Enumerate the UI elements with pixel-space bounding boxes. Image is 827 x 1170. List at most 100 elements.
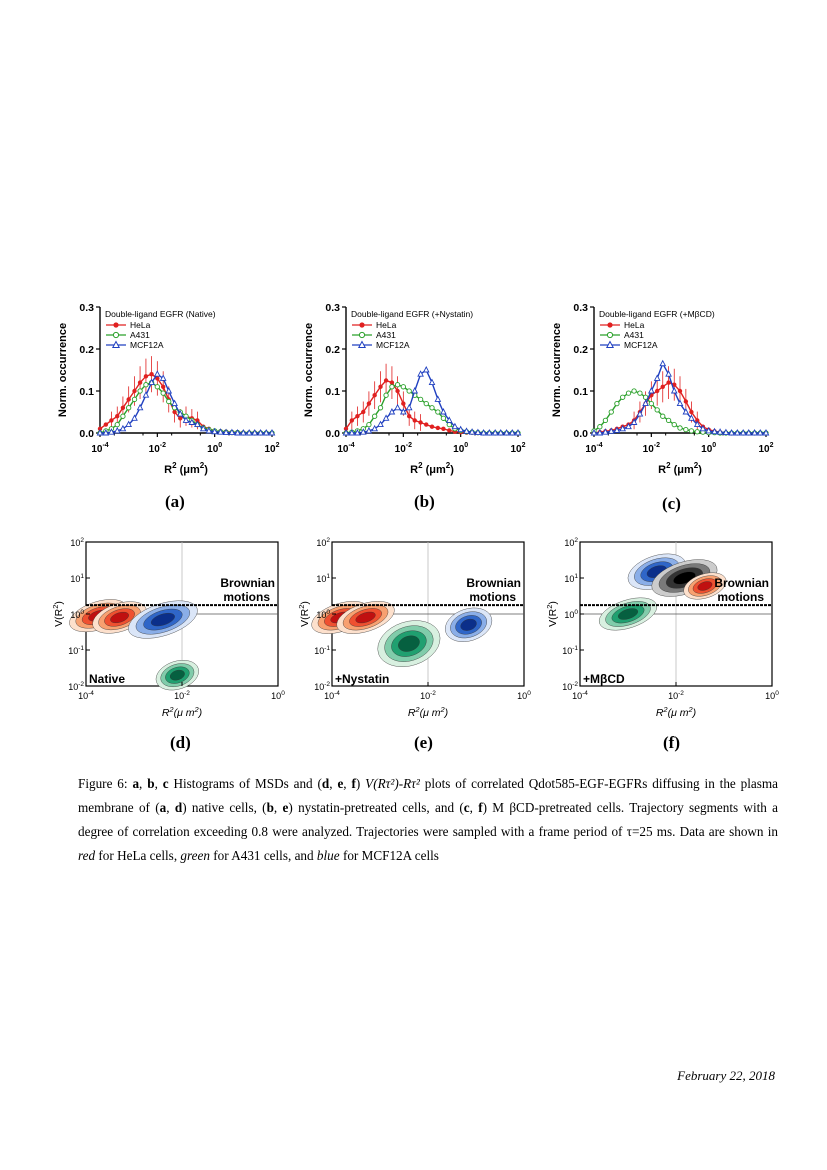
caption-ref-b: b [147, 776, 155, 791]
data-point-a431 [602, 417, 609, 424]
panel-label-a: (a) [165, 492, 185, 511]
data-point-hela [666, 380, 671, 385]
data-point-mcf12a [440, 408, 447, 415]
data-point-mcf12a [176, 410, 184, 417]
y-tick-label: 100 [70, 609, 84, 620]
data-point-hela [683, 399, 689, 404]
data-point-mcf12a [705, 426, 713, 434]
caption-text: ) native cells, ( [182, 800, 267, 815]
data-point-mcf12a [756, 429, 764, 436]
caption-ref-f: f [478, 800, 483, 815]
data-point-hela [103, 422, 109, 427]
data-point-mcf12a [377, 420, 384, 428]
data-point-hela [689, 409, 694, 415]
data-point-mcf12a [113, 426, 121, 434]
data-point-a431 [660, 413, 666, 419]
condition-label: Native [89, 672, 125, 686]
data-point-a431 [631, 388, 637, 394]
data-point-hela [383, 378, 389, 383]
y-tick-label: 0.2 [79, 344, 94, 356]
contour-cluster-blue [128, 600, 198, 639]
contour-level [460, 618, 477, 631]
panel-label-b: (b) [414, 492, 435, 511]
data-point-mcf12a [457, 425, 465, 433]
data-point-mcf12a [171, 399, 178, 407]
figure-label: Figure 6: [78, 776, 128, 791]
data-point-mcf12a [354, 429, 361, 436]
legend-marker [358, 331, 366, 339]
data-point-mcf12a [659, 359, 667, 367]
data-point-a431 [608, 409, 614, 415]
data-point-mcf12a [722, 428, 730, 436]
data-point-a431 [120, 413, 126, 419]
data-point-a431 [154, 384, 160, 390]
histogram-a: 0.0 0.1 0.2 0.3 10-4 10-2 100 102 Norm. occurren… [57, 302, 280, 476]
data-point-hela [143, 374, 149, 379]
caption-ref-a: a [159, 800, 167, 815]
y-tick-label: 101 [316, 573, 330, 584]
contour-level [169, 669, 185, 681]
caption-green: green [180, 848, 210, 863]
data-point-mcf12a [468, 428, 476, 435]
data-point-mcf12a [365, 426, 373, 434]
data-point-mcf12a [417, 370, 424, 377]
caption-ref-c: c [162, 776, 169, 791]
y-tick-label: 102 [564, 537, 578, 548]
data-point-mcf12a [445, 416, 453, 423]
y-tick-label: 0.3 [573, 302, 588, 314]
data-point-hela [126, 397, 131, 402]
data-point-a431 [694, 429, 700, 435]
data-point-mcf12a [388, 408, 396, 415]
histogram-c: 0.0 0.1 0.2 0.3 10-4 10-2 100 102 Norm. occurren… [551, 302, 774, 476]
data-point-mcf12a [739, 429, 747, 436]
x-axis-label: R2(μ m2) [408, 705, 448, 719]
data-point-mcf12a [268, 429, 276, 436]
brownian-label: Brownian [220, 576, 275, 590]
legend-marker [113, 322, 119, 328]
data-point-mcf12a [607, 427, 615, 434]
data-point-mcf12a [474, 428, 482, 436]
data-point-a431 [389, 384, 395, 390]
data-point-a431 [654, 407, 660, 413]
data-point-hela [109, 418, 114, 423]
x-tick-label: 100 [765, 690, 779, 701]
legend-marker [605, 340, 615, 348]
histogram-b: 0.0 0.1 0.2 0.3 10-4 10-2 100 102 Norm. occurren… [303, 302, 526, 476]
data-point-a431 [429, 405, 435, 411]
data-point-mcf12a [762, 429, 770, 436]
data-point-hela [406, 414, 412, 419]
caption-red: red [78, 848, 96, 863]
caption-sep: , [139, 776, 143, 791]
data-point-mcf12a [262, 429, 270, 436]
data-point-mcf12a [514, 429, 522, 436]
y-tick-label: 10-2 [562, 681, 578, 692]
caption-sep: , [343, 776, 347, 791]
caption-text: ) nystatin-pretreated cells, and ( [288, 800, 464, 815]
figure-caption: Figure 6: a, b, c Histograms of MSDs and… [78, 776, 779, 863]
data-point-mcf12a [119, 424, 127, 432]
y-tick-label: 0.1 [79, 386, 94, 398]
contour-level [355, 611, 376, 624]
contour-level [150, 612, 175, 627]
y-tick-label: 0.1 [573, 386, 588, 398]
y-tick-label: 10-1 [562, 645, 578, 656]
data-point-a431 [683, 426, 689, 433]
data-point-mcf12a [619, 424, 627, 432]
data-point-hela [160, 384, 166, 389]
data-point-hela [343, 426, 349, 431]
data-point-mcf12a [371, 424, 379, 432]
data-point-a431 [131, 396, 138, 403]
x-tick-label: 10-2 [395, 442, 412, 455]
legend-label: MCF12A [376, 340, 410, 350]
legend-label: HeLa [376, 320, 397, 330]
data-point-mcf12a [636, 410, 644, 417]
data-point-mcf12a [125, 420, 133, 428]
caption-ref-a: a [132, 776, 140, 791]
x-tick-label: 10-4 [78, 690, 94, 701]
data-point-hela [435, 425, 441, 431]
contour-cluster-blue [445, 607, 493, 642]
data-point-mcf12a [405, 403, 413, 411]
y-tick-label: 0.0 [573, 428, 588, 440]
data-point-mcf12a [217, 428, 224, 435]
